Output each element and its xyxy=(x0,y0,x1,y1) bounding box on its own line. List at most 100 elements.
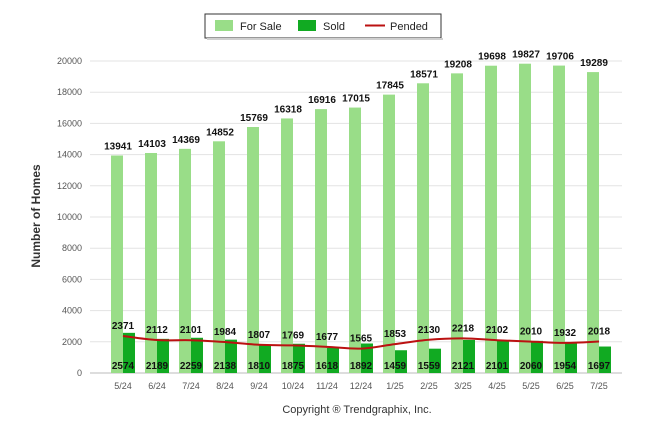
data-label-for-sale: 19706 xyxy=(546,52,574,63)
bar-for-sale xyxy=(349,107,361,373)
bar-for-sale xyxy=(281,118,293,373)
data-label-pended: 2112 xyxy=(146,325,168,336)
bar-sold xyxy=(599,346,611,373)
data-label-for-sale: 17015 xyxy=(342,94,370,105)
bar-for-sale xyxy=(145,152,157,373)
x-tick-label: 5/24 xyxy=(114,381,132,391)
bar-sold xyxy=(225,339,237,373)
data-label-for-sale: 13941 xyxy=(104,142,132,153)
bar-sold xyxy=(191,337,203,373)
data-label-sold: 2574 xyxy=(112,361,135,372)
data-label-for-sale: 14369 xyxy=(172,135,200,146)
bar-for-sale xyxy=(213,141,225,373)
bar-sold xyxy=(361,343,373,373)
bar-for-sale xyxy=(247,127,259,373)
y-tick-label: 10000 xyxy=(57,212,82,222)
bar-sold xyxy=(497,340,509,373)
legend-box xyxy=(204,13,442,39)
y-tick-labels: 0 2000 4000 6000 8000 10000 12000 14000 16000 180… xyxy=(57,56,82,378)
x-tick-label: 4/25 xyxy=(488,381,506,391)
bar-sold xyxy=(123,332,135,373)
data-label-for-sale: 19208 xyxy=(444,59,472,70)
bar-sold xyxy=(565,342,577,373)
data-labels-layer: 13941 2371 2574 14103 2112 2189 14369 2101 2259 1… xyxy=(104,50,610,372)
data-label-pended: 1807 xyxy=(248,330,271,341)
data-label-pended: 2101 xyxy=(180,325,203,336)
y-tick-label: 14000 xyxy=(57,150,82,160)
bar-for-sale xyxy=(383,94,395,374)
data-label-sold: 2189 xyxy=(146,361,169,372)
data-label-sold: 2101 xyxy=(486,361,509,372)
data-label-sold: 1954 xyxy=(554,361,577,372)
data-label-for-sale: 14103 xyxy=(138,139,166,150)
bar-for-sale xyxy=(553,65,565,374)
legend: For Sale Sold Pended xyxy=(204,13,443,40)
data-label-for-sale: 17845 xyxy=(376,81,404,92)
data-label-sold: 2138 xyxy=(214,361,237,372)
data-label-pended: 2130 xyxy=(418,325,441,336)
y-tick-label: 12000 xyxy=(57,181,82,191)
bar-sold xyxy=(531,340,543,373)
bar-sold xyxy=(395,350,407,373)
copyright-text: Copyright ® Trendgraphix, Inc. xyxy=(282,404,431,416)
bar-sold xyxy=(293,343,305,373)
data-label-sold: 1875 xyxy=(282,361,305,372)
x-tick-label: 6/25 xyxy=(556,381,574,391)
x-tick-label: 8/24 xyxy=(216,381,234,391)
bar-sold xyxy=(157,338,169,373)
x-tick-label: 1/25 xyxy=(386,381,404,391)
x-tick-label: 5/25 xyxy=(522,381,540,391)
data-label-for-sale: 14852 xyxy=(206,127,234,138)
data-label-sold: 1618 xyxy=(316,361,339,372)
legend-label-sold: Sold xyxy=(323,21,345,33)
data-label-pended: 1853 xyxy=(384,329,407,340)
x-tick-label: 3/25 xyxy=(454,381,472,391)
y-tick-label: 4000 xyxy=(62,306,82,316)
legend-label-for-sale: For Sale xyxy=(240,21,282,33)
bar-for-sale xyxy=(417,83,429,374)
bar-for-sale xyxy=(451,73,463,374)
data-label-sold: 2259 xyxy=(180,361,203,372)
bar-sold xyxy=(259,344,271,373)
data-label-sold: 1459 xyxy=(384,361,407,372)
data-label-pended: 2010 xyxy=(520,327,543,338)
bar-sold xyxy=(327,347,339,373)
y-tick-label: 16000 xyxy=(57,118,82,128)
bar-for-sale xyxy=(179,148,191,373)
y-tick-label: 8000 xyxy=(62,243,82,253)
data-label-pended: 1932 xyxy=(554,328,577,339)
data-label-sold: 2121 xyxy=(452,361,475,372)
x-tick-label: 12/24 xyxy=(350,381,373,391)
data-label-pended: 2102 xyxy=(486,325,509,336)
data-label-for-sale: 19698 xyxy=(478,52,506,63)
x-tick-label: 6/24 xyxy=(148,381,166,391)
x-tick-label: 7/25 xyxy=(590,381,608,391)
bars-layer xyxy=(111,63,611,374)
x-tick-label: 7/24 xyxy=(182,381,200,391)
data-label-sold: 1697 xyxy=(588,361,611,372)
data-label-pended: 1565 xyxy=(350,334,373,345)
pended-line xyxy=(122,335,600,350)
bar-for-sale xyxy=(519,63,531,374)
y-tick-label: 18000 xyxy=(57,87,82,97)
y-tick-label: 20000 xyxy=(57,56,82,66)
data-label-pended: 1984 xyxy=(214,327,237,338)
data-label-pended: 1769 xyxy=(282,330,305,341)
bar-for-sale xyxy=(485,65,497,374)
data-label-for-sale: 15769 xyxy=(240,113,268,124)
legend-label-pended: Pended xyxy=(390,21,428,33)
y-axis-title: Number of Homes xyxy=(29,164,43,268)
x-tick-label: 9/24 xyxy=(250,381,268,391)
data-label-for-sale: 16916 xyxy=(308,95,336,106)
bar-for-sale xyxy=(587,72,599,373)
y-tick-label: 6000 xyxy=(62,274,82,284)
bar-sold xyxy=(429,348,441,373)
legend-swatch-sold xyxy=(298,20,316,31)
bar-for-sale xyxy=(111,155,123,373)
x-tick-label: 10/24 xyxy=(282,381,305,391)
data-label-sold: 1892 xyxy=(350,361,373,372)
bar-sold xyxy=(463,339,475,373)
data-label-for-sale: 19827 xyxy=(512,50,540,61)
